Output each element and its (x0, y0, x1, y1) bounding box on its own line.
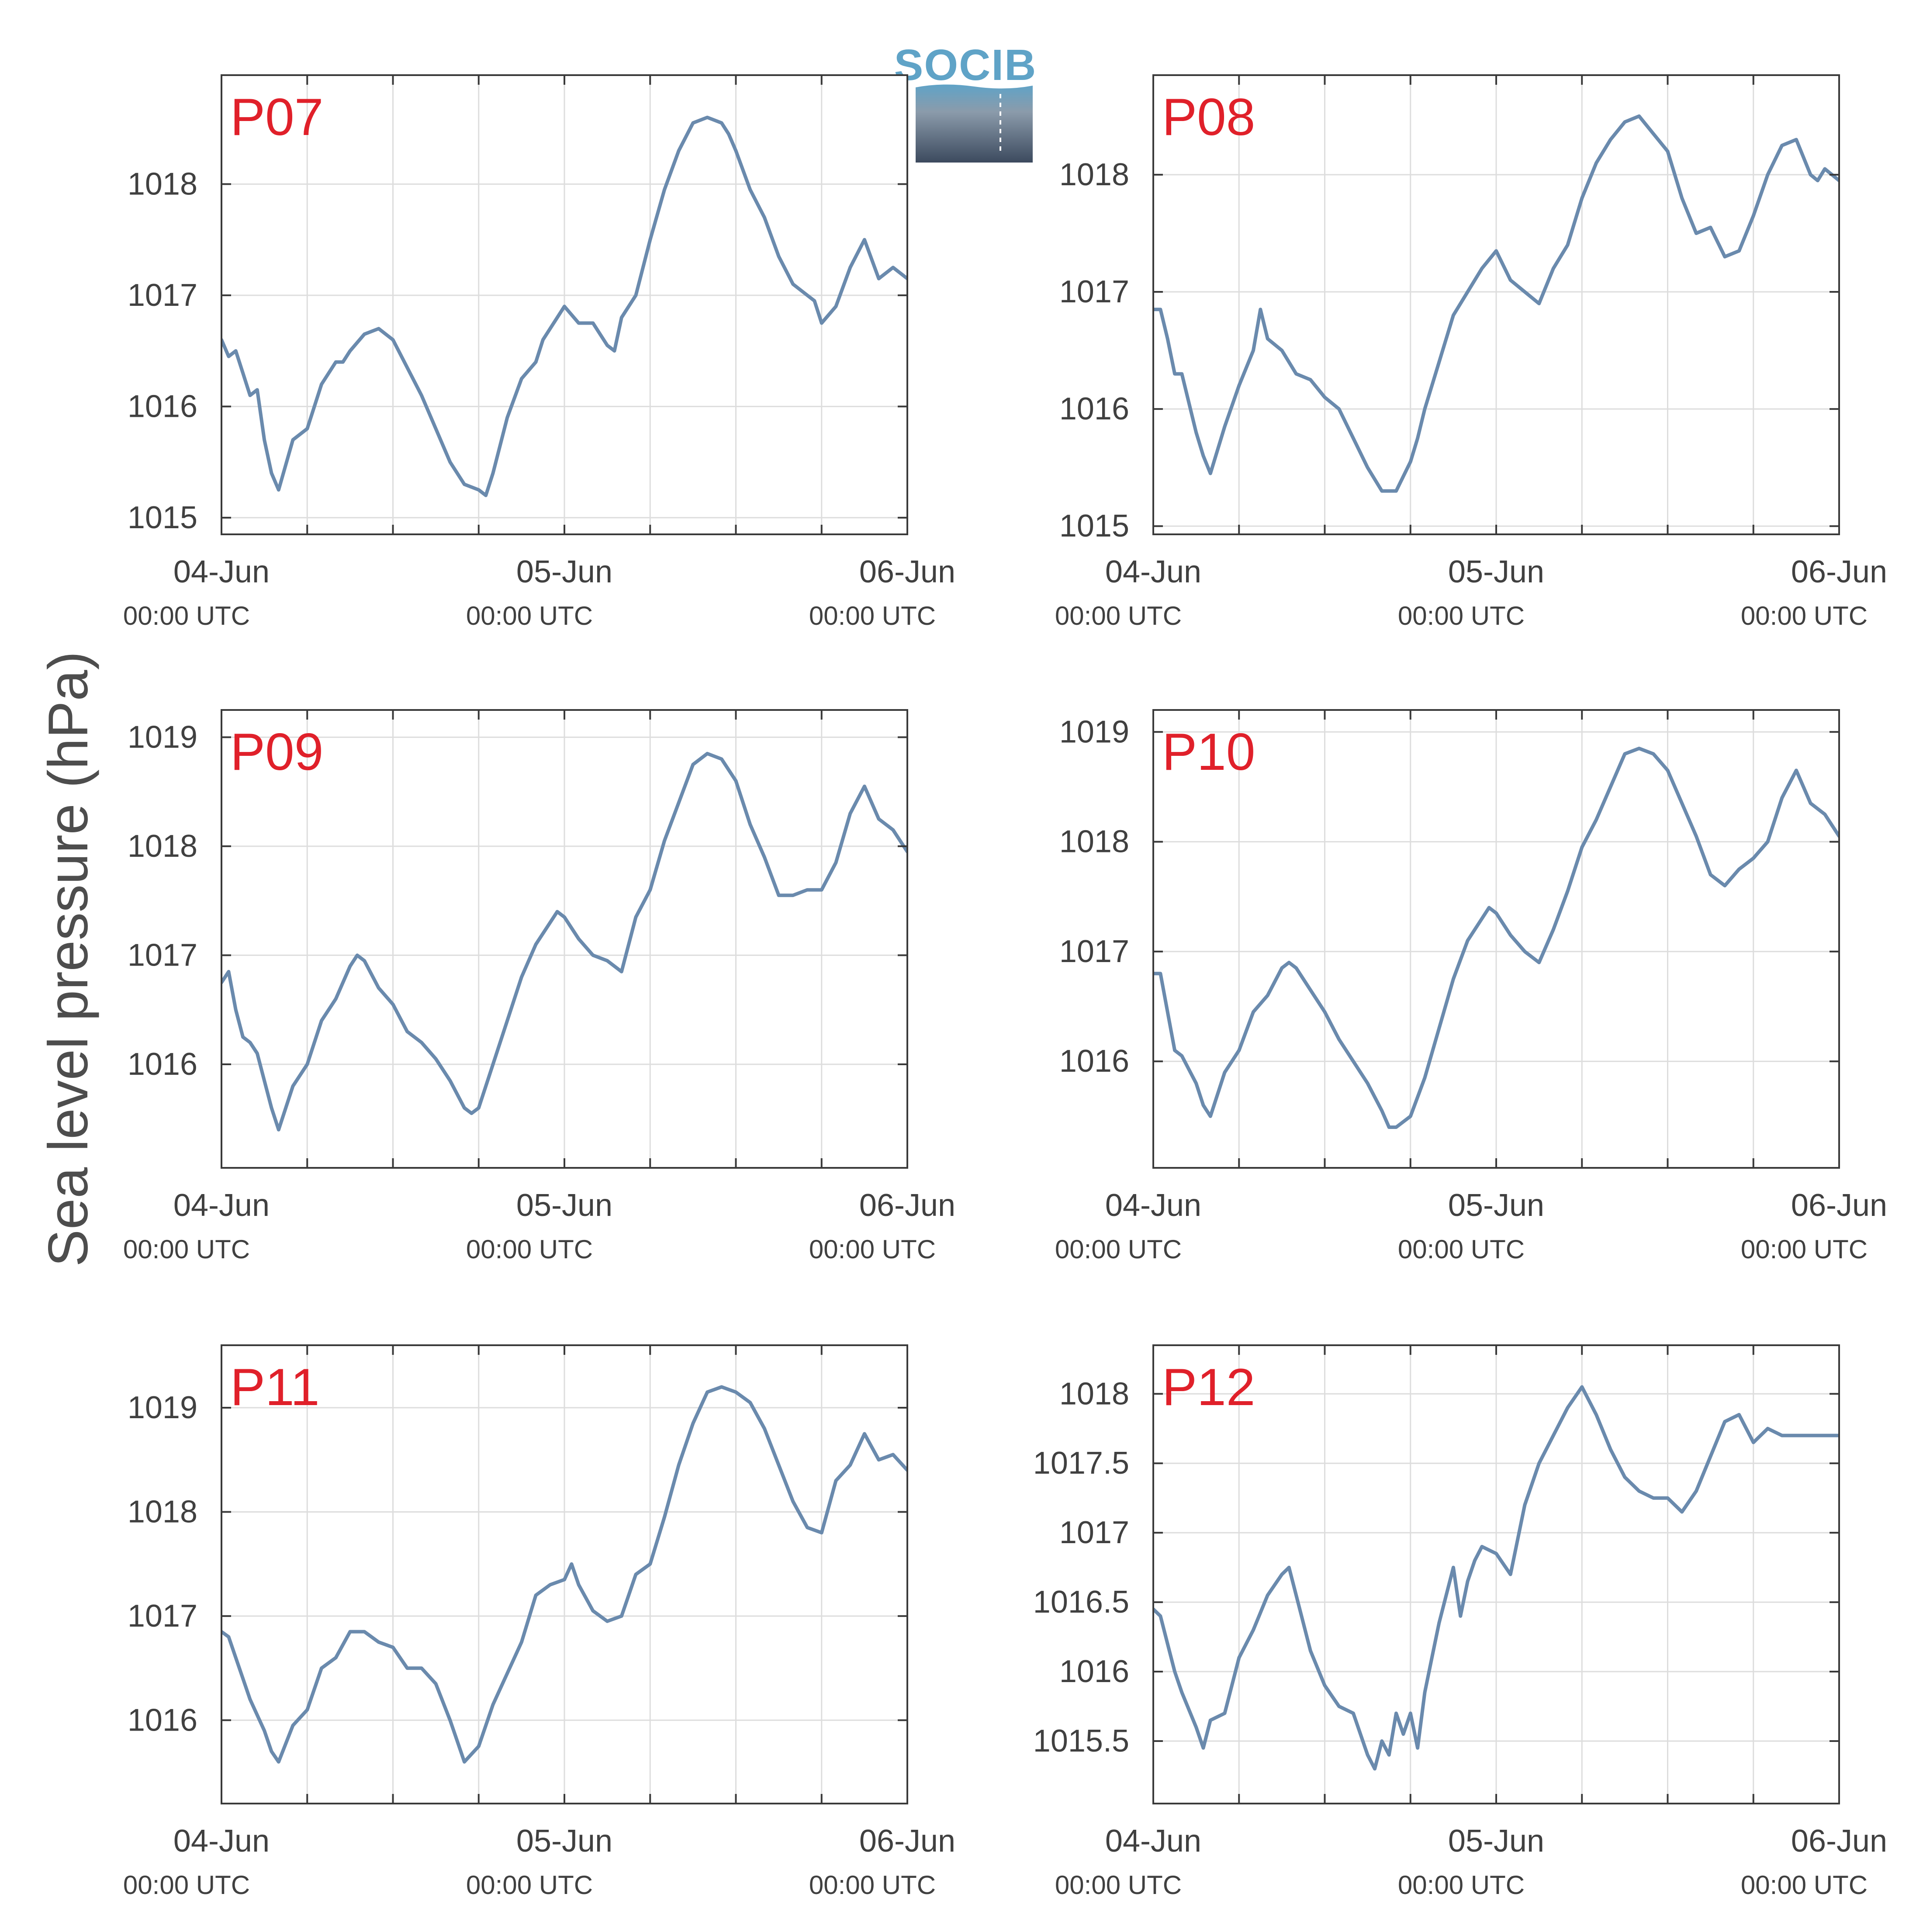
x-tick-sublabel: 00:00 UTC (1741, 601, 1868, 630)
x-tick-label: 04-Jun (1105, 554, 1201, 589)
series-line (221, 1385, 907, 1764)
series-line (1153, 1385, 1839, 1771)
y-axis-label: Sea level pressure (hPa) (37, 651, 100, 1267)
panel-title: P08 (1162, 88, 1255, 146)
y-tick-label: 1015 (128, 500, 197, 535)
x-tick-sublabel: 00:00 UTC (123, 1870, 250, 1900)
y-tick-label: 1018 (128, 829, 197, 864)
socib-logo: SOCIB (894, 41, 1037, 163)
y-tick-label: 1015.5 (1033, 1724, 1129, 1759)
panel-title: P12 (1162, 1358, 1255, 1416)
x-tick-sublabel: 00:00 UTC (466, 601, 593, 630)
x-tick-sublabel: 00:00 UTC (466, 1870, 593, 1900)
x-tick-sublabel: 00:00 UTC (1055, 601, 1182, 630)
y-tick-label: 1019 (128, 720, 197, 755)
x-tick-sublabel: 00:00 UTC (809, 601, 936, 630)
y-tick-label: 1017.5 (1033, 1446, 1129, 1481)
series-line (221, 751, 907, 1132)
panels: 1015 1016 1017 1018 04-Jun 00:00 UTC 05-Jun 00:… (123, 74, 1887, 1900)
x-tick-sublabel: 00:00 UTC (1055, 1870, 1182, 1900)
x-tick-sublabel: 00:00 UTC (1398, 1870, 1525, 1900)
y-tick-label: 1015 (1059, 509, 1129, 544)
panel-p09: 1016 1017 1018 1019 04-Jun 00:00 UTC 05-Jun 00:… (123, 709, 955, 1264)
x-tick-sublabel: 00:00 UTC (123, 601, 250, 630)
y-tick-label: 1018 (1059, 1376, 1129, 1411)
x-tick-label: 06-Jun (1791, 1824, 1887, 1859)
logo-text: SOCIB (894, 41, 1037, 90)
y-tick-label: 1017 (128, 938, 197, 973)
panel-p08: 1015 1016 1017 1018 04-Jun 00:00 UTC 05-Jun 00:… (1055, 74, 1887, 630)
y-tick-label: 1018 (128, 166, 197, 201)
y-tick-label: 1017 (1059, 934, 1129, 969)
logo-wave-block (916, 84, 1033, 163)
y-tick-label: 1016 (128, 1703, 197, 1738)
y-tick-label: 1016.5 (1033, 1585, 1129, 1620)
y-tick-label: 1016 (1059, 391, 1129, 426)
x-tick-label: 05-Jun (1448, 554, 1544, 589)
y-tick-label: 1018 (1059, 157, 1129, 192)
x-tick-label: 04-Jun (1105, 1188, 1201, 1223)
x-tick-label: 06-Jun (859, 1188, 955, 1223)
x-tick-label: 05-Jun (516, 1188, 612, 1223)
x-tick-sublabel: 00:00 UTC (1398, 1235, 1525, 1264)
x-tick-sublabel: 00:00 UTC (1398, 601, 1525, 630)
y-tick-label: 1016 (1059, 1654, 1129, 1689)
panel-p11: 1016 1017 1018 1019 04-Jun 00:00 UTC 05-Jun 00:… (123, 1344, 955, 1900)
y-tick-label: 1017 (1059, 274, 1129, 309)
x-tick-sublabel: 00:00 UTC (1741, 1870, 1868, 1900)
x-tick-label: 06-Jun (1791, 1188, 1887, 1223)
series-line (221, 115, 907, 497)
x-tick-sublabel: 00:00 UTC (809, 1870, 936, 1900)
x-tick-label: 05-Jun (1448, 1824, 1544, 1859)
panel-title: P10 (1162, 723, 1255, 781)
x-tick-label: 04-Jun (173, 554, 270, 589)
y-tick-label: 1016 (128, 389, 197, 424)
panel-p07: 1015 1016 1017 1018 04-Jun 00:00 UTC 05-Jun 00:… (123, 74, 955, 630)
x-tick-label: 04-Jun (173, 1188, 270, 1223)
x-tick-sublabel: 00:00 UTC (809, 1235, 936, 1264)
panel-p10: 1016 1017 1018 1019 04-Jun 00:00 UTC 05-Jun 00:… (1055, 709, 1887, 1264)
panel-title: P07 (230, 88, 324, 146)
x-tick-sublabel: 00:00 UTC (1741, 1235, 1868, 1264)
x-tick-label: 04-Jun (173, 1824, 270, 1859)
x-tick-label: 06-Jun (1791, 554, 1887, 589)
x-tick-label: 05-Jun (1448, 1188, 1544, 1223)
y-tick-label: 1019 (128, 1390, 197, 1425)
x-tick-sublabel: 00:00 UTC (123, 1235, 250, 1264)
y-tick-label: 1018 (1059, 824, 1129, 859)
x-tick-label: 06-Jun (859, 554, 955, 589)
series-line (1153, 747, 1839, 1129)
panel-title: P11 (230, 1358, 320, 1416)
x-tick-label: 05-Jun (516, 554, 612, 589)
series-line (1153, 114, 1839, 493)
y-tick-label: 1017 (128, 278, 197, 313)
panel-title: P09 (230, 723, 324, 781)
y-tick-label: 1016 (128, 1047, 197, 1082)
x-tick-label: 06-Jun (859, 1824, 955, 1859)
y-tick-label: 1017 (1059, 1515, 1129, 1550)
x-tick-label: 04-Jun (1105, 1824, 1201, 1859)
x-tick-sublabel: 00:00 UTC (466, 1235, 593, 1264)
y-tick-label: 1019 (1059, 714, 1129, 749)
x-tick-label: 05-Jun (516, 1824, 612, 1859)
y-tick-label: 1016 (1059, 1044, 1129, 1079)
y-tick-label: 1017 (128, 1599, 197, 1634)
panel-p12: 1015.5 1016 1016.5 1017 1017.5 1018 04-Jun 00:0… (1033, 1344, 1887, 1900)
y-tick-label: 1018 (128, 1494, 197, 1529)
x-tick-sublabel: 00:00 UTC (1055, 1235, 1182, 1264)
